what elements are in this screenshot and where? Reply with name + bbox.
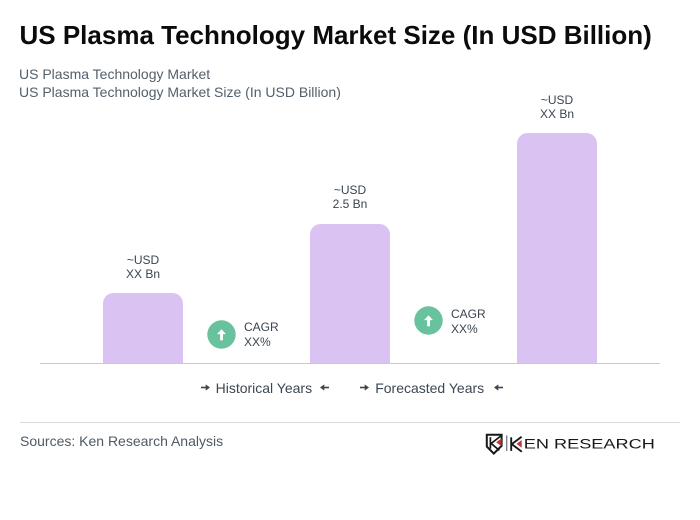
svg-text:EN RESEARCH: EN RESEARCH (524, 436, 655, 451)
